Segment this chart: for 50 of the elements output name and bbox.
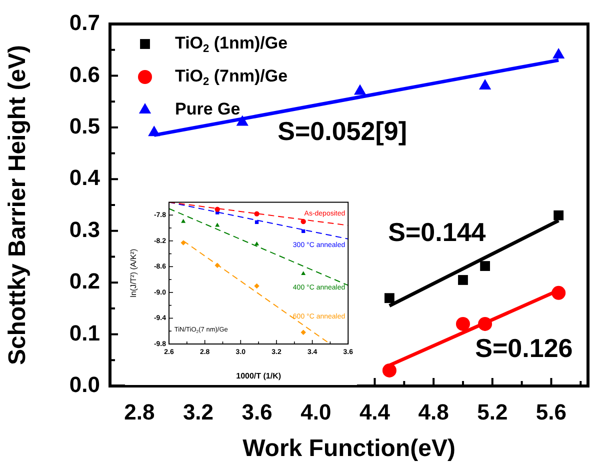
point xyxy=(478,79,492,90)
x-tick-label: 5.6 xyxy=(536,399,567,424)
point xyxy=(254,283,260,289)
point xyxy=(552,48,565,59)
point xyxy=(301,271,306,276)
legend-label: Pure Ge xyxy=(175,100,240,119)
y-tick-label: 0.6 xyxy=(69,62,100,87)
y-axis-title: Schottky Barrier Height (eV) xyxy=(4,44,32,366)
y-tick-label: 0.5 xyxy=(69,113,100,138)
point xyxy=(302,229,306,234)
point xyxy=(214,262,220,268)
annotation: S=0.144 xyxy=(388,217,486,248)
x-tick-label: 4.8 xyxy=(418,399,449,424)
annotation: S=0.052[9] xyxy=(278,116,407,146)
point xyxy=(254,241,260,246)
x-tick-label: 2.8 xyxy=(124,399,155,424)
point xyxy=(300,330,306,335)
point xyxy=(552,286,566,300)
y-tick-label: 0.3 xyxy=(69,216,100,242)
x-tick-label: 3.2 xyxy=(182,399,214,424)
point xyxy=(181,218,186,223)
y-tick-label: 0.7 xyxy=(69,10,100,36)
x-tick-label: 4.0 xyxy=(300,399,332,424)
point xyxy=(215,222,220,227)
point xyxy=(480,261,490,271)
x-axis-title: 1000/T (1/K) xyxy=(236,371,282,380)
point xyxy=(554,210,564,220)
y-tick-label: 0.0 xyxy=(69,372,100,398)
y-axis-title: ln(J/T²) (A/K²) xyxy=(129,248,138,298)
point xyxy=(478,316,492,331)
point xyxy=(354,84,366,95)
y-tick-label: 0.2 xyxy=(69,268,100,294)
point xyxy=(456,316,470,331)
point xyxy=(384,293,394,304)
point xyxy=(382,363,396,378)
y-tick-label: 0.4 xyxy=(69,165,101,190)
x-tick-label: 3.6 xyxy=(242,399,272,424)
x-axis-title: Work Function(eV) xyxy=(242,435,456,462)
point xyxy=(458,275,468,285)
point xyxy=(180,240,186,246)
annotation: S=0.126 xyxy=(475,332,573,363)
point xyxy=(148,126,160,136)
x-tick-label: 4.4 xyxy=(359,399,391,424)
point xyxy=(214,206,220,212)
point xyxy=(254,211,260,216)
y-tick-label: 0.1 xyxy=(69,320,100,346)
x-tick-label: 5.2 xyxy=(477,399,508,424)
point xyxy=(300,218,306,224)
point xyxy=(254,220,259,224)
point xyxy=(236,115,248,126)
